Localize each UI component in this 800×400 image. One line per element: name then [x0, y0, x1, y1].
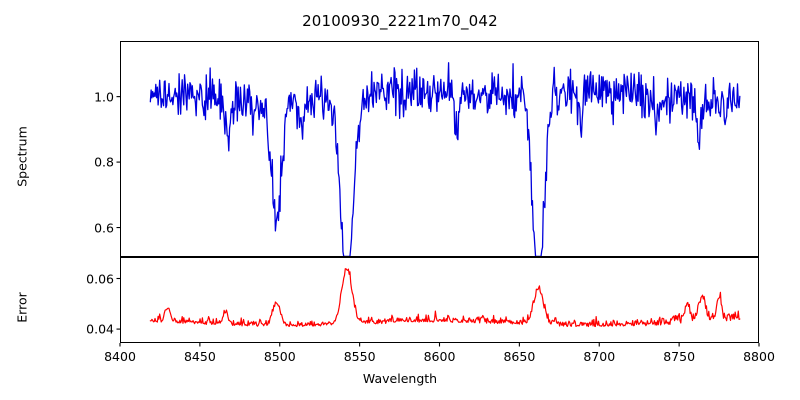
spectrum-ytick-label: 0.6 [94, 220, 114, 236]
x-tick-label: 8600 [423, 349, 456, 364]
x-tick-label: 8450 [183, 349, 216, 364]
spectrum-ytick-label: 0.8 [94, 154, 114, 170]
chart-title: 20100930_2221m70_042 [302, 12, 498, 30]
error-axis-label: Error [14, 292, 30, 323]
x-axis-label: Wavelength [362, 371, 438, 386]
spectrum-panel [120, 41, 759, 257]
x-tick-label: 8400 [104, 349, 136, 364]
x-tick-label: 8750 [663, 349, 696, 364]
x-tick-label: 8650 [503, 349, 536, 364]
spectrum-axis-label: Spectrum [14, 126, 30, 187]
error-ytick-label: 0.04 [86, 321, 114, 337]
error-ytick-label: 0.06 [86, 271, 114, 286]
x-tick-label: 8800 [743, 349, 775, 364]
error-panel [120, 257, 759, 343]
x-tick-label: 8550 [343, 349, 376, 364]
x-tick-label: 8700 [583, 349, 616, 364]
spectrum-ytick-label: 1.0 [94, 89, 114, 105]
x-tick-label: 8500 [263, 349, 296, 364]
